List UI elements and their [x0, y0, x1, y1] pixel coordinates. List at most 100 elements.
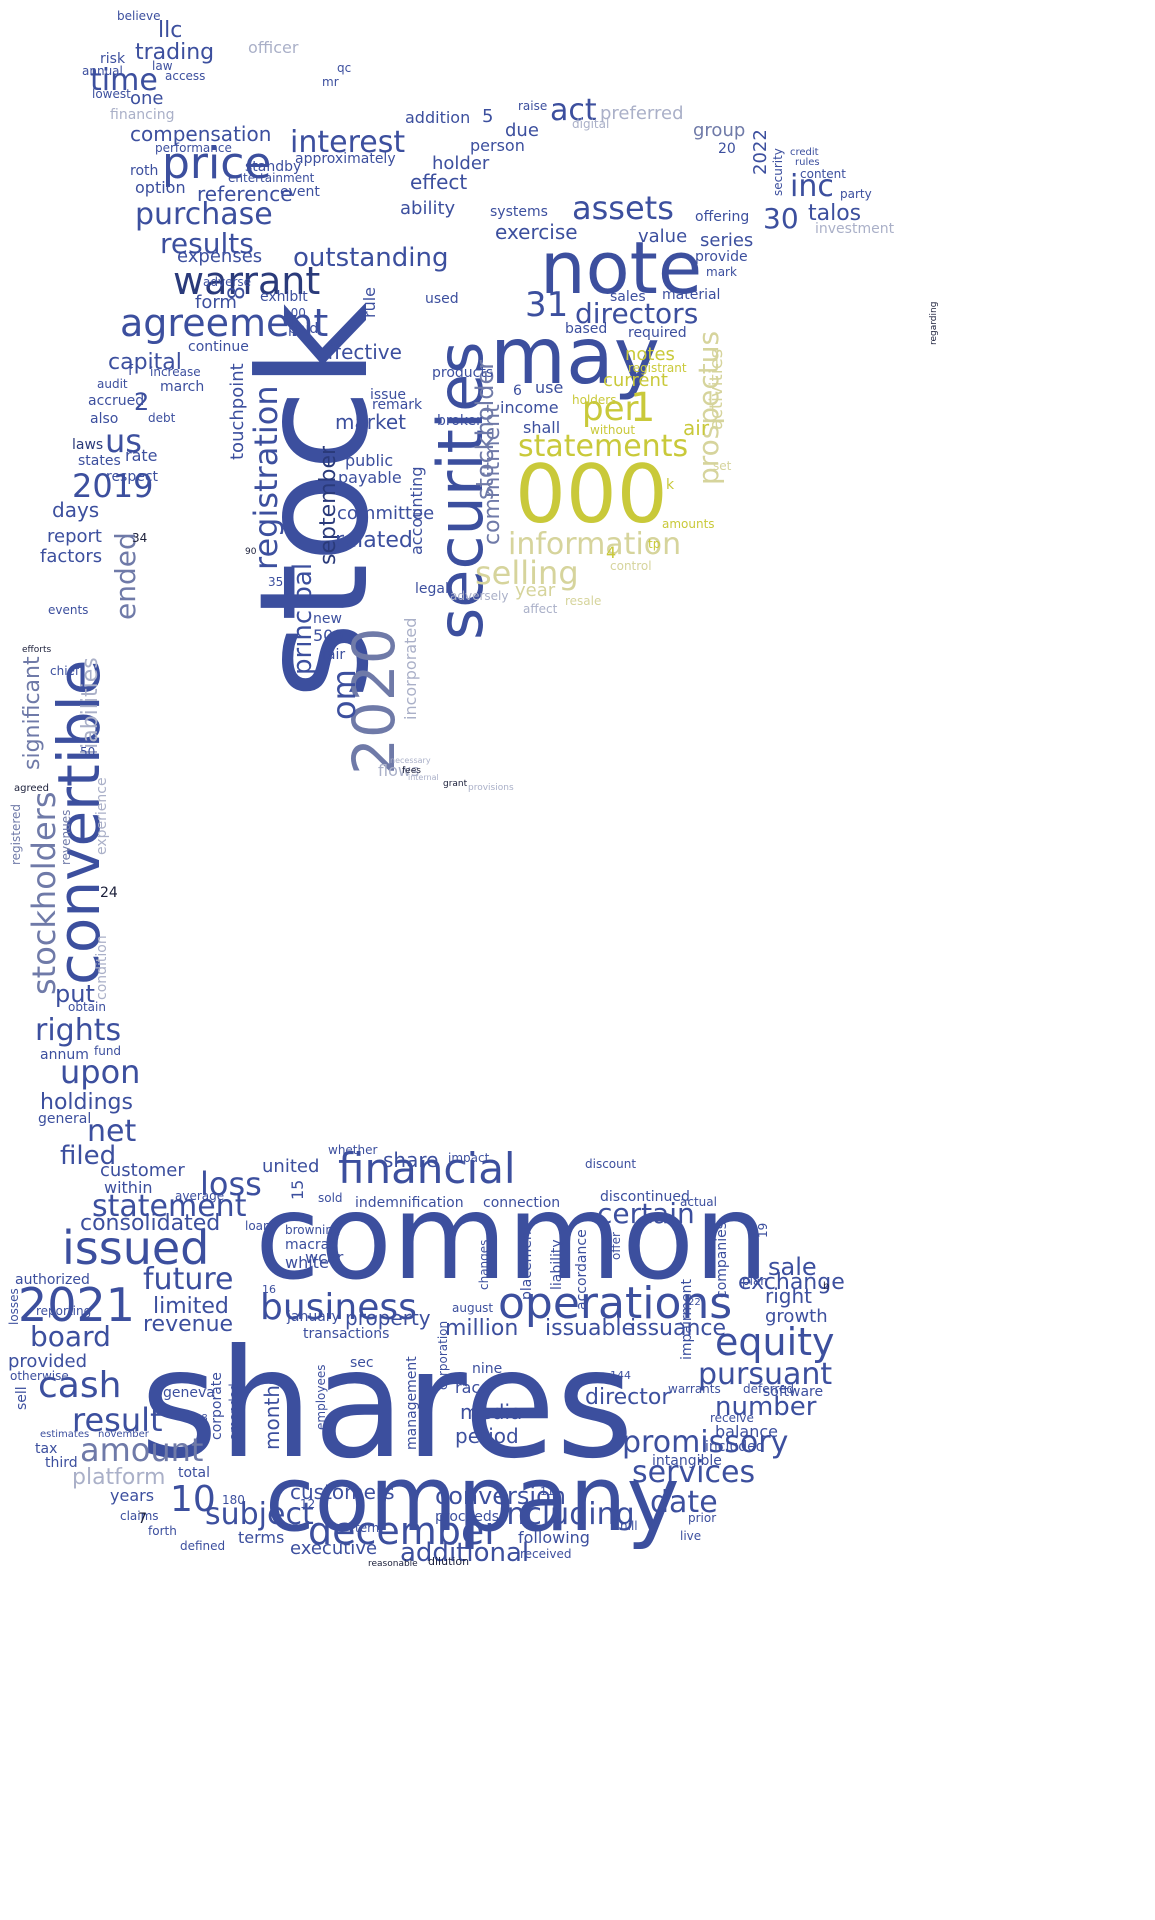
word-management: management [404, 1356, 420, 1450]
word-accounting: accounting [407, 466, 426, 555]
word-statements: statements [518, 429, 689, 464]
word-revenue: revenue [143, 1312, 234, 1337]
word-sale: sale [768, 1253, 817, 1281]
word-united: united [262, 1156, 320, 1177]
word-geneva: geneva [163, 1385, 215, 1401]
word-remark: remark [372, 397, 423, 413]
word-property: property [345, 1306, 431, 1330]
word-authorized: authorized [15, 1272, 90, 1288]
word-time: time [90, 63, 158, 98]
word-defined: defined [180, 1539, 226, 1553]
word-necessary: necessary [390, 756, 431, 765]
word-days: days [52, 498, 100, 522]
word-risk: risk [100, 51, 126, 67]
word-march: march [160, 379, 205, 395]
word-financing: financing [110, 107, 175, 123]
word-hill: hill [620, 1519, 638, 1533]
word-based: based [565, 321, 608, 337]
word-option: option [135, 178, 186, 197]
word-january: january [287, 1309, 340, 1325]
word-software: software [763, 1384, 824, 1400]
word-34: 34 [132, 531, 148, 545]
word-connection: connection [483, 1195, 561, 1211]
word-credit: credit [790, 147, 819, 158]
word-offer: offer [609, 1232, 623, 1260]
word-events: events [48, 603, 89, 617]
word-forth: forth [148, 1524, 177, 1538]
word-december: december [308, 1509, 500, 1553]
word-may: may [490, 312, 660, 402]
word-exercise: exercise [495, 220, 578, 244]
word-upon: upon [60, 1053, 141, 1091]
word-corporation: corporation [436, 1320, 450, 1390]
word-services: services [632, 1455, 756, 1490]
word-general: general [38, 1111, 92, 1127]
word-us: us [105, 422, 142, 460]
word-public: public [345, 451, 394, 470]
word-k: k [666, 477, 675, 493]
word-adverse: adverse [203, 275, 252, 289]
word-impairment: impairment [679, 1278, 695, 1360]
word-note: note [540, 226, 703, 310]
word-otherwise: otherwise [10, 1369, 69, 1383]
word-holdings: holdings [40, 1090, 133, 1115]
word-rules: rules [795, 157, 820, 168]
word-required: required [628, 325, 687, 341]
word-efforts: efforts [22, 645, 52, 655]
word-laws: laws [72, 437, 104, 453]
word-registration: registration [247, 385, 285, 570]
word-qc: qc [337, 61, 352, 75]
word-systems: systems [490, 204, 548, 220]
word-5: 5 [482, 106, 494, 127]
word-pursuant: pursuant [698, 1357, 833, 1392]
word-significant: significant [20, 656, 45, 770]
word-content: content [800, 167, 846, 181]
word-lowest: lowest [92, 87, 131, 101]
word-months: months [260, 1374, 284, 1450]
word-reasonable: reasonable [368, 1559, 418, 1569]
word-placement: placement [519, 1225, 535, 1300]
word-use: use [535, 378, 564, 397]
word-exhibit: exhibit [260, 289, 308, 305]
word-touchpoint: touchpoint [227, 363, 248, 460]
word-date: date [650, 1485, 718, 1520]
word-report: report [47, 526, 102, 547]
word-grant: grant [443, 779, 468, 789]
word-board: board [30, 1320, 111, 1353]
word-consolidated: consolidated [80, 1211, 221, 1236]
word-customers: customers [290, 1480, 395, 1504]
word-control: control [610, 559, 652, 573]
word-annum: annum [40, 1047, 89, 1063]
word-intangible: intangible [652, 1453, 722, 1469]
word-loss: loss [200, 1165, 262, 1203]
word-additional: additional [400, 1538, 530, 1568]
word-issuance: issuance [630, 1316, 727, 1341]
word-impact: impact [448, 1151, 490, 1165]
word-period: period [455, 1424, 519, 1448]
word-balance: balance [715, 1422, 778, 1441]
word-rate: rate [125, 446, 158, 465]
word-4: 4 [606, 543, 617, 562]
word-raise: raise [518, 99, 548, 113]
word-claims: claims [120, 1509, 159, 1523]
word-limited: limited [153, 1294, 229, 1319]
word-used: used [425, 291, 459, 307]
word-companies: companies [714, 1221, 730, 1298]
word-7: 7 [138, 1511, 147, 1527]
word-certain: certain [597, 1197, 695, 1230]
word-third: third [45, 1455, 78, 1471]
word-10: 10 [170, 1479, 216, 1520]
word-annual: annual [82, 64, 123, 78]
word-year: year [515, 580, 556, 601]
word-24: 24 [100, 885, 118, 901]
word-mark: mark [706, 265, 737, 279]
word-reporting: reporting [36, 1304, 92, 1318]
word-30: 30 [763, 202, 799, 235]
word-flows: flows [378, 761, 420, 780]
word-affect: affect [523, 602, 558, 616]
word-500: 500 [313, 626, 344, 645]
word-roth: roth [130, 163, 159, 179]
word-rule: rule [360, 286, 379, 318]
word-security: security [771, 148, 785, 196]
word-conversion: conversion [435, 1482, 566, 1510]
